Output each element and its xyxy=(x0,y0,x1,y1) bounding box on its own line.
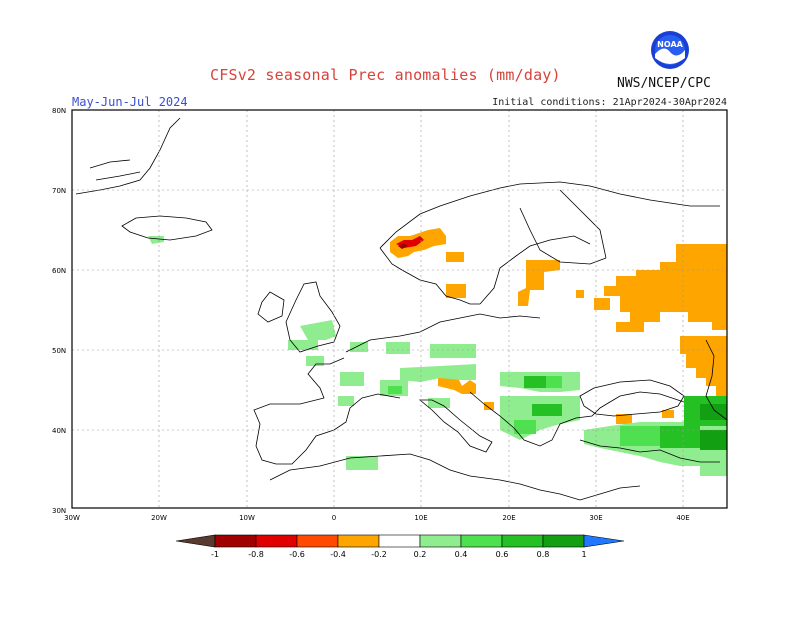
lon-label-10w: 10W xyxy=(239,514,255,522)
anomaly-dry-baltic-2 xyxy=(576,290,584,298)
coastlines xyxy=(75,117,728,501)
anomaly-wet-uk2 xyxy=(288,340,318,350)
anomaly-wet-turkey2 xyxy=(620,426,660,446)
logo-text: NOAA xyxy=(657,40,683,49)
map-frame xyxy=(71,109,728,509)
anomaly-wet-hu2 xyxy=(524,376,546,388)
anomaly-wet-iran xyxy=(700,430,727,450)
cb-label-8: 0.6 xyxy=(496,550,509,559)
anomaly-wet-balkan2 xyxy=(532,404,562,416)
colorbar-labels: -1 -0.8 -0.6 -0.4 -0.2 0.2 0.4 0.6 0.8 1 xyxy=(211,550,587,559)
colorbar-seg-4 xyxy=(337,534,380,548)
colorbar-below-min xyxy=(175,534,216,548)
lon-label-0: 0 xyxy=(332,514,336,522)
anomaly-wet-pl xyxy=(430,344,476,358)
lat-label-70: 70N xyxy=(52,187,66,195)
anomaly-dry-russia xyxy=(604,244,727,332)
colorbar-seg-9 xyxy=(542,534,585,548)
turkey-coast xyxy=(579,439,720,463)
cb-label-5: -0.2 xyxy=(371,550,387,559)
anomaly-dry-alps xyxy=(438,378,476,394)
forecast-period: May-Jun-Jul 2024 xyxy=(72,95,188,109)
anomaly-dry-caspian xyxy=(680,336,727,396)
anomaly-wet-caucasus2 xyxy=(700,404,727,420)
colorbar-seg-5 xyxy=(378,534,421,548)
anomaly-wet-africa xyxy=(346,456,378,470)
cb-label-6: 0.2 xyxy=(414,550,427,559)
initial-conditions: Initial conditions: 21Apr2024-30Apr2024 xyxy=(492,97,727,108)
anomaly-wet-central xyxy=(400,364,476,382)
colorbar-seg-6 xyxy=(419,534,462,548)
anomaly-wet-turkey3 xyxy=(660,426,700,448)
mainland-coast-north xyxy=(345,313,541,353)
france-iberia-coast xyxy=(253,357,401,465)
lat-labels: 80N 70N 60N 50N 40N 30N xyxy=(52,107,66,515)
anomaly-shading xyxy=(148,228,727,476)
anomaly-wet-pt xyxy=(338,396,354,406)
lat-label-60: 60N xyxy=(52,267,66,275)
colorbar-seg-8 xyxy=(501,534,544,548)
balkan-coast xyxy=(469,391,685,447)
black-sea xyxy=(579,379,685,417)
anomaly-dry-balkan xyxy=(484,402,494,410)
cb-label-7: 0.4 xyxy=(455,550,468,559)
chart-title: CFSv2 seasonal Prec anomalies (mm/day) xyxy=(210,66,561,84)
anomaly-dry-sweden-s xyxy=(446,284,466,298)
cb-label-9: 0.8 xyxy=(537,550,550,559)
anomaly-wet-nl xyxy=(350,342,368,352)
scandinavia-coast xyxy=(379,181,720,305)
anomaly-dry-baltic xyxy=(518,260,560,306)
iceland-coast xyxy=(121,215,213,241)
colorbar-seg-1 xyxy=(214,534,257,548)
africa-coast xyxy=(269,453,641,501)
anomaly-wet-balkan3 xyxy=(514,420,536,434)
lon-label-30e: 30E xyxy=(589,514,602,522)
anomaly-dry-turkey xyxy=(616,414,632,424)
lat-label-80: 80N xyxy=(52,107,66,115)
noaa-logo: NOAA xyxy=(651,31,689,69)
lat-label-40: 40N xyxy=(52,427,66,435)
lon-label-40e: 40E xyxy=(676,514,689,522)
italy-coast xyxy=(418,399,493,453)
lon-labels: 30W 20W 10W 0 10E 20E 30E 40E xyxy=(64,514,690,522)
anomaly-wet-balkan xyxy=(500,396,580,440)
caspian-coast xyxy=(705,339,728,421)
finland-border xyxy=(519,189,607,265)
colorbar-seg-7 xyxy=(460,534,503,548)
cb-label-4: -0.4 xyxy=(330,550,346,559)
anomaly-wet-uk xyxy=(300,320,336,340)
lon-label-30w: 30W xyxy=(64,514,80,522)
anomaly-wet-it xyxy=(428,398,450,408)
lat-label-50: 50N xyxy=(52,347,66,355)
lon-label-10e: 10E xyxy=(414,514,427,522)
lon-label-20e: 20E xyxy=(502,514,515,522)
colorbar xyxy=(175,534,625,548)
anomaly-wet-fr xyxy=(340,372,364,386)
cb-label-2: -0.8 xyxy=(248,550,264,559)
cb-label-3: -0.6 xyxy=(289,550,305,559)
anomaly-red-norway xyxy=(398,243,408,249)
anomaly-dry-baltic-3 xyxy=(594,298,610,310)
uk-coast xyxy=(285,281,341,353)
greenland-coast xyxy=(75,117,181,195)
cb-label-10: 1 xyxy=(581,550,586,559)
anomaly-wet-de xyxy=(386,342,410,354)
anomaly-dry-sweden xyxy=(446,252,464,262)
colorbar-seg-3 xyxy=(296,534,339,548)
anomaly-wet-hu3 xyxy=(546,376,562,388)
ireland-coast xyxy=(257,291,285,323)
graticule xyxy=(72,110,727,508)
agency-label: NWS/NCEP/CPC xyxy=(617,76,711,91)
anomaly-wet-fr3 xyxy=(388,386,402,394)
anomaly-wet-ch xyxy=(306,356,324,366)
lat-label-30: 30N xyxy=(52,507,66,515)
anomaly-wet-iceland xyxy=(148,236,164,244)
colorbar-above-max xyxy=(583,534,625,548)
anomaly-dry-caucasus xyxy=(662,410,674,418)
cb-label-1: -1 xyxy=(211,550,219,559)
lon-label-20w: 20W xyxy=(151,514,167,522)
colorbar-seg-2 xyxy=(255,534,298,548)
